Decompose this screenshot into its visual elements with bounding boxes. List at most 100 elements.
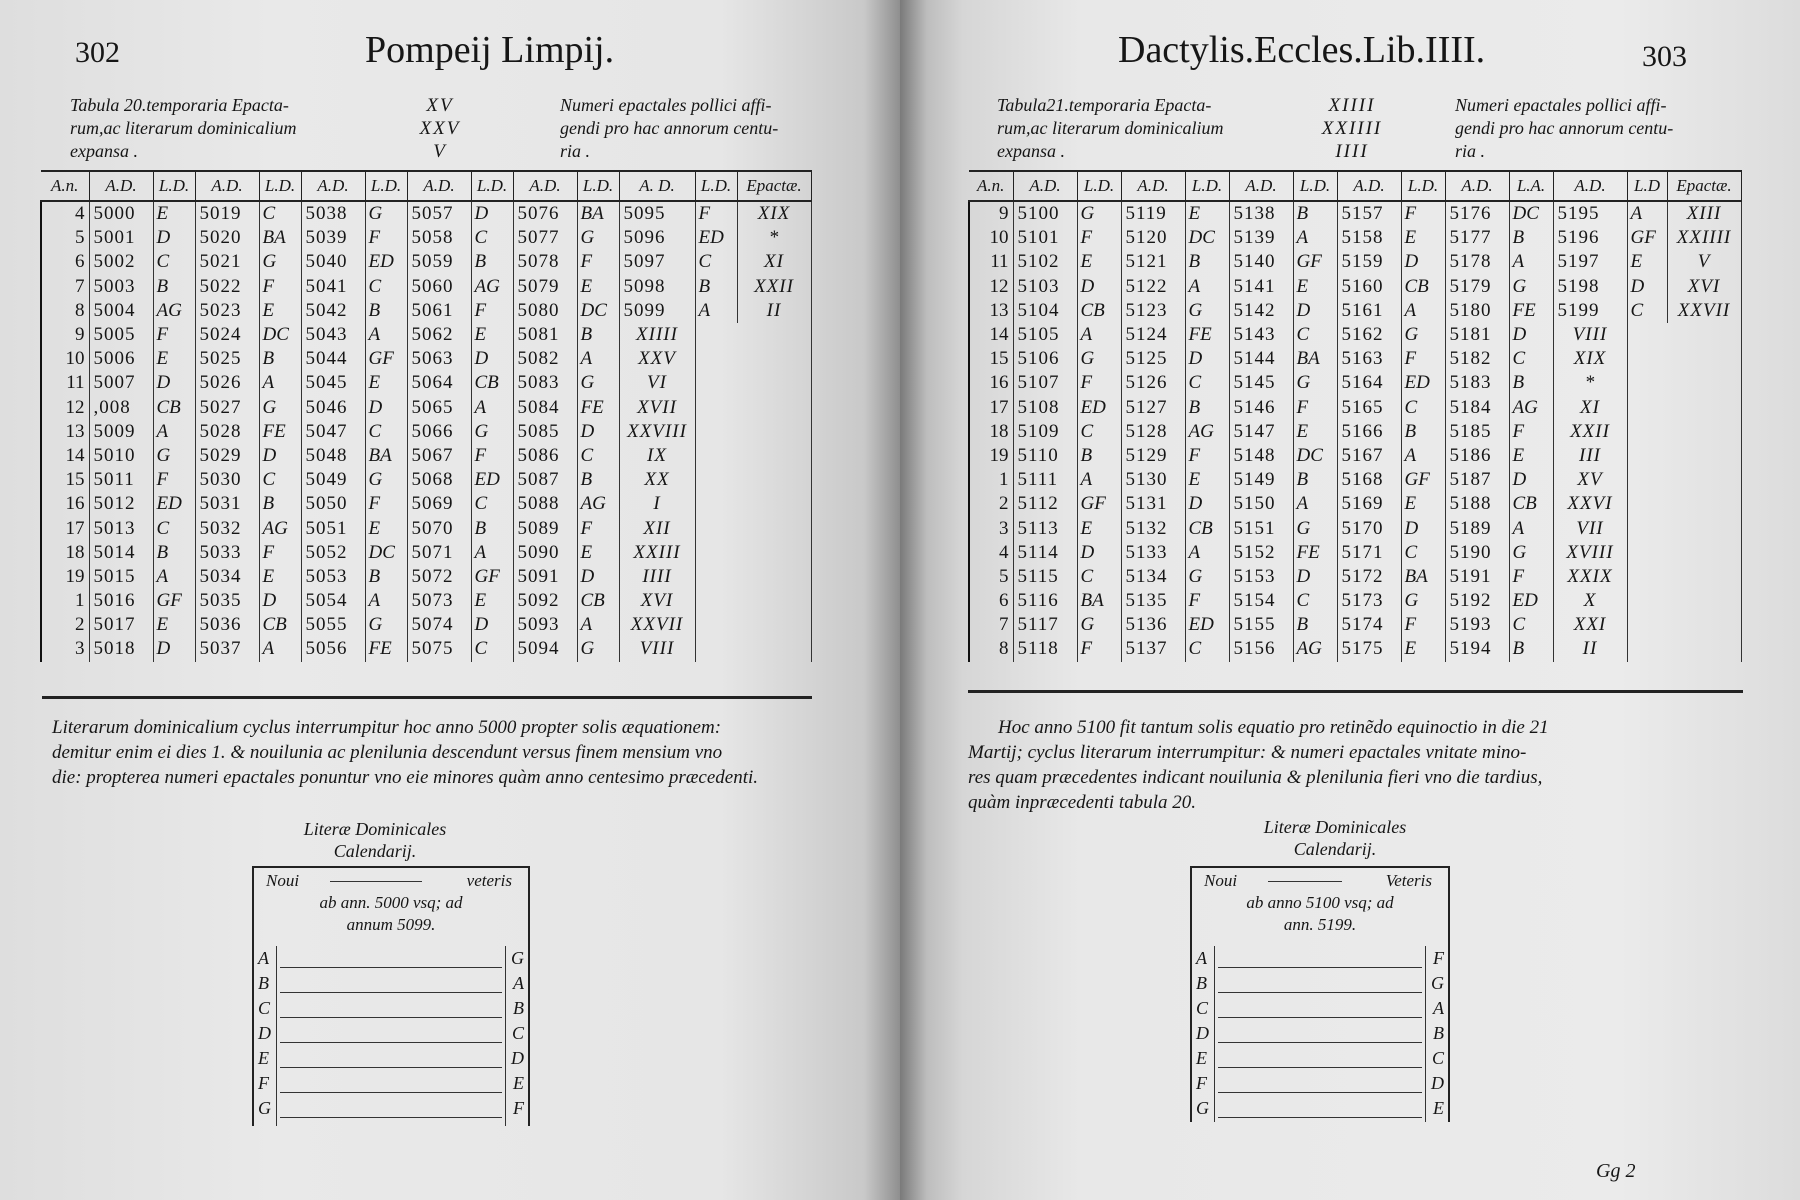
year-cell: 5082 — [513, 347, 578, 372]
dominical-letter-cell: ED — [153, 492, 196, 517]
table-row: 18 5014 B 5033 F 5052 DC 5071 A 5090 E XXIII — [40, 540, 812, 565]
dominical-letter-cell: AG — [1293, 637, 1338, 662]
dominical-letter-cell: D — [1077, 540, 1122, 565]
header-row: A.n. A.D. L.D. A.D. L.D. A.D. L.D. A.D. L.D. A.D.… — [41, 170, 812, 202]
dominical-letter-cell: G — [1077, 347, 1122, 372]
table-row: 5 5115 C 5134 G 5153 D 5172 BA 5191 F XXIX — [968, 564, 1742, 589]
year-cell: 5176 — [1445, 201, 1510, 227]
dominical-letter-cell: E — [153, 201, 196, 227]
table-row: 16 5107 F 5126 C 5145 G 5164 ED 5183 B * — [968, 371, 1742, 396]
year-cell: 5116 — [1013, 589, 1078, 614]
paragraph-line: die: propterea numeri epactales ponuntur… — [52, 767, 759, 788]
dominical-letters-table: Noui Veteris ab anno 5100 vsq; ad ann. 5199… — [1190, 866, 1450, 1122]
year-cell: 5078 — [513, 250, 578, 275]
empty-cell — [1627, 468, 1667, 492]
year-cell: 5098 — [619, 274, 696, 299]
left-page: 302 Pompeij Limpij. Tabula 20.temporaria… — [0, 0, 900, 1200]
table-body: 9 5100 G 5119 E 5138 B 5157 F 5176 DC 5195 A XIII 10 51… — [968, 201, 1742, 662]
golden-number-cell: 16 — [40, 492, 90, 517]
dominical-letter-cell: D — [1293, 564, 1338, 589]
year-cell: 5050 — [301, 492, 366, 517]
dominical-letter-cell: GF — [471, 564, 514, 589]
year-cell: 5035 — [195, 589, 260, 614]
year-cell: 5194 — [1445, 637, 1510, 662]
new-letter: B — [258, 973, 269, 993]
year-cell: 5187 — [1445, 468, 1510, 493]
mini-title-line: Literæ Dominicales — [1263, 817, 1407, 837]
year-cell: 5143 — [1229, 322, 1294, 348]
empty-cell — [737, 564, 812, 589]
year-cell: 5027 — [195, 395, 260, 420]
column-header: A.D. — [1337, 170, 1402, 202]
dominical-letter-cell: G — [471, 419, 514, 444]
noui-label: Noui — [266, 871, 300, 890]
year-cell: 5165 — [1337, 395, 1402, 420]
old-letter: G — [511, 948, 524, 968]
year-cell: 5004 — [89, 298, 154, 323]
year-cell: 5153 — [1229, 564, 1294, 589]
roman-numeral: XIIII — [1328, 95, 1376, 116]
year-cell: 5042 — [301, 298, 366, 323]
year-cell: 5002 — [89, 250, 154, 275]
year-cell: 5053 — [301, 564, 366, 589]
range-line: annum 5099. — [346, 915, 436, 934]
empty-cell — [1667, 395, 1742, 420]
dominical-letter-cell: E — [1401, 637, 1446, 662]
dominical-letter-cell: ED — [1401, 371, 1446, 396]
table-row: 11 5007 D 5026 A 5045 E 5064 CB 5083 G VI — [40, 371, 812, 396]
ruled-line — [280, 967, 502, 968]
year-cell: 5159 — [1337, 250, 1402, 275]
golden-number-cell: 18 — [40, 540, 90, 565]
year-cell: 5070 — [407, 516, 472, 541]
dominical-letter-cell: FE — [1509, 298, 1554, 323]
dominical-letter-cell: BA — [1401, 564, 1446, 589]
dash-rule — [330, 881, 422, 882]
epact-cell: XVII — [619, 395, 696, 420]
ruled-line — [280, 1017, 502, 1018]
epact-table: A.n. A.D. L.D. A.D. L.D. A.D. L.D. A.D. L.D. A.D.… — [40, 170, 812, 662]
year-cell: 5190 — [1445, 540, 1510, 565]
year-cell: 5147 — [1229, 419, 1294, 444]
table-row: 6 5002 C 5021 G 5040 ED 5059 B 5078 F 5097 C XI — [40, 250, 812, 275]
column-line — [1425, 946, 1426, 1122]
table-header: A.n. A.D. L.D. A.D. L.D. A.D. L.D. A.D. L.D. A.D.… — [969, 170, 1742, 202]
dominical-letter-cell: D — [471, 201, 514, 227]
dominical-letter-cell: E — [259, 564, 302, 589]
empty-cell — [1627, 396, 1667, 420]
dominical-letter-cell: F — [1077, 226, 1122, 251]
year-cell: 5146 — [1229, 395, 1294, 420]
year-cell: 5183 — [1445, 371, 1510, 396]
table-row: 8 5118 F 5137 C 5156 AG 5175 E 5194 B II — [968, 637, 1742, 662]
year-cell: 5056 — [301, 637, 366, 662]
year-cell: 5029 — [195, 443, 260, 469]
dominical-letter-cell: D — [471, 613, 514, 638]
dominical-letter-cell: CB — [471, 371, 514, 396]
year-cell: 5075 — [407, 637, 472, 662]
dominical-letter-cell: C — [471, 492, 514, 517]
year-cell: 5045 — [301, 371, 366, 396]
empty-cell — [737, 613, 812, 638]
mini-table-title: Literæ Dominicales Calendarij. — [250, 818, 500, 862]
epact-table: A.n. A.D. L.D. A.D. L.D. A.D. L.D. A.D. L.D. A.D.… — [968, 170, 1742, 662]
epact-cell: XXII — [737, 274, 812, 299]
new-letter: A — [1196, 948, 1207, 968]
year-cell: 5017 — [89, 613, 154, 638]
year-cell: 5028 — [195, 419, 260, 444]
year-cell: 5128 — [1121, 419, 1186, 444]
dominical-letter-cell: D — [1185, 347, 1230, 372]
empty-cell — [1667, 613, 1742, 638]
epact-cell: XXVI — [1553, 492, 1628, 517]
year-cell: 5141 — [1229, 274, 1294, 299]
epact-cell: XXVII — [619, 613, 696, 638]
dominical-letter-cell: F — [1293, 395, 1338, 420]
year-cell: 5171 — [1337, 540, 1402, 565]
dominical-letter-cell: A — [1509, 250, 1554, 275]
epact-cell: XIIII — [619, 322, 696, 348]
empty-cell — [695, 492, 737, 516]
golden-number-cell: 19 — [968, 443, 1014, 469]
year-cell: 5022 — [195, 274, 260, 299]
year-cell: 5086 — [513, 443, 578, 469]
column-header: L.D. — [695, 170, 738, 202]
column-header: L.D. — [365, 170, 408, 202]
